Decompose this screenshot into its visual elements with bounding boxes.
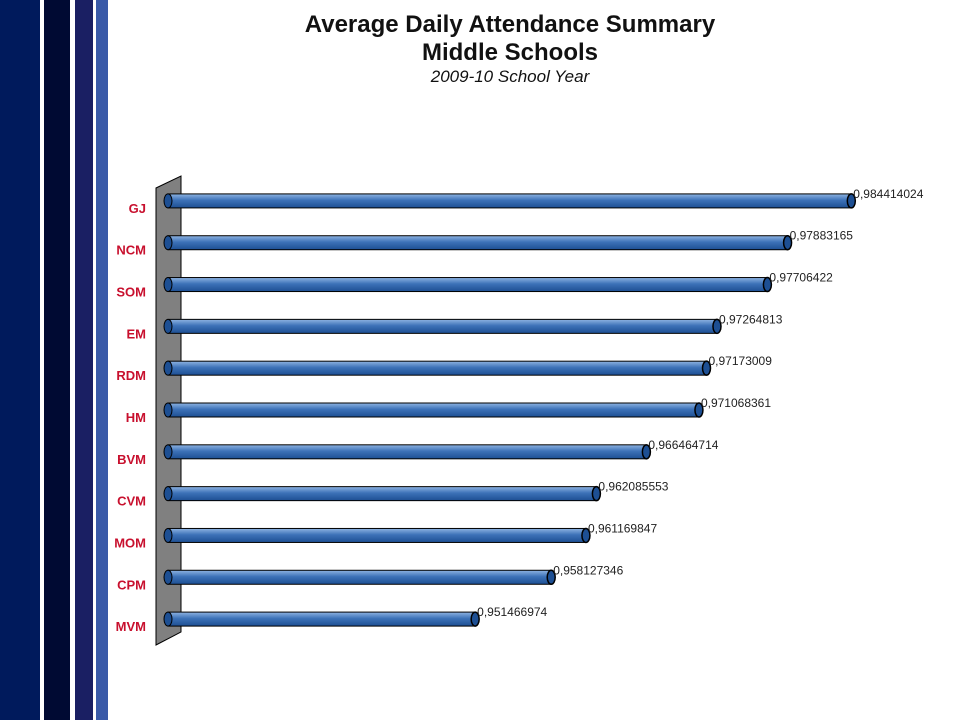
stripe-2 xyxy=(44,0,70,720)
category-label: CVM xyxy=(117,494,146,509)
bar-end-cap xyxy=(782,234,793,251)
value-label: 0,961169847 xyxy=(588,521,658,535)
bar-start-cap xyxy=(163,277,173,293)
bar-body xyxy=(167,402,700,418)
category-label: MVM xyxy=(116,619,146,634)
bar-body xyxy=(167,527,587,543)
stripe-1 xyxy=(40,0,44,720)
category-label: RDM xyxy=(116,368,146,383)
bar-end-cap xyxy=(712,318,722,335)
value-label: 0,971068361 xyxy=(701,396,771,410)
bar-body xyxy=(167,444,647,460)
bar-body xyxy=(167,318,718,334)
bar-start-cap xyxy=(163,235,173,251)
category-label: GJ xyxy=(129,201,146,216)
bar-RDM xyxy=(163,360,712,376)
bar-body xyxy=(167,277,768,293)
bar-end-cap xyxy=(762,276,773,293)
bar-end-cap xyxy=(591,485,602,502)
bar-start-cap xyxy=(163,569,173,585)
category-label: SOM xyxy=(116,285,146,300)
category-label: NCM xyxy=(116,243,146,258)
bar-CPM xyxy=(163,569,556,586)
bar-HM xyxy=(163,402,704,418)
value-label: 0,951466974 xyxy=(477,605,547,619)
bar-start-cap xyxy=(163,611,173,627)
value-label: 0,966464714 xyxy=(648,438,718,452)
chart-title: Average Daily Attendance Summary xyxy=(304,11,716,38)
value-label: 0,97883165 xyxy=(790,229,854,243)
category-label: BVM xyxy=(117,452,146,467)
bar-body xyxy=(167,235,789,251)
bar-start-cap xyxy=(163,360,173,376)
bar-end-cap xyxy=(846,193,857,209)
bar-body xyxy=(167,360,708,376)
bar-end-cap xyxy=(641,444,652,460)
bar-end-cap xyxy=(701,360,712,376)
value-label: 0,962085553 xyxy=(598,480,668,494)
bar-end-cap xyxy=(470,611,480,627)
bar-MOM xyxy=(163,527,591,544)
value-label: 0,97706422 xyxy=(769,271,833,285)
bar-body xyxy=(167,486,597,502)
bar-BVM xyxy=(163,444,652,460)
value-label: 0,984414024 xyxy=(853,187,923,201)
value-label: 0,97173009 xyxy=(709,354,773,368)
bar-EM xyxy=(163,318,722,335)
bar-GJ xyxy=(163,193,857,209)
bar-end-cap xyxy=(694,402,704,418)
value-label: 0,958127346 xyxy=(553,563,623,577)
bar-body xyxy=(167,193,852,209)
bar-start-cap xyxy=(163,193,173,209)
stripe-5 xyxy=(93,0,96,720)
category-label: CPM xyxy=(117,577,146,592)
bar-start-cap xyxy=(163,318,173,334)
chart-subtitle: Middle Schools xyxy=(421,39,598,66)
bar-CVM xyxy=(163,485,602,502)
chart-school-year: 2009-10 School Year xyxy=(430,67,590,86)
bar-NCM xyxy=(163,234,793,251)
bar-body xyxy=(167,569,552,585)
bar-SOM xyxy=(163,276,773,293)
stripe-0 xyxy=(0,0,40,720)
chart-titles: Average Daily Attendance Summary Middle … xyxy=(110,10,910,88)
stripe-6 xyxy=(96,0,108,720)
bar-start-cap xyxy=(163,444,173,460)
bar-end-cap xyxy=(581,527,591,544)
category-label: MOM xyxy=(114,535,146,550)
category-label: HM xyxy=(126,410,146,425)
stripe-4 xyxy=(75,0,93,720)
value-label: 0,97264813 xyxy=(719,312,783,326)
bar-MVM xyxy=(163,611,480,627)
stripe-3 xyxy=(70,0,75,720)
bar-body xyxy=(167,611,476,627)
bar-start-cap xyxy=(163,486,173,502)
category-label: EM xyxy=(127,326,147,341)
bar-start-cap xyxy=(163,527,173,543)
bar-end-cap xyxy=(546,569,556,586)
bar-start-cap xyxy=(163,402,173,418)
